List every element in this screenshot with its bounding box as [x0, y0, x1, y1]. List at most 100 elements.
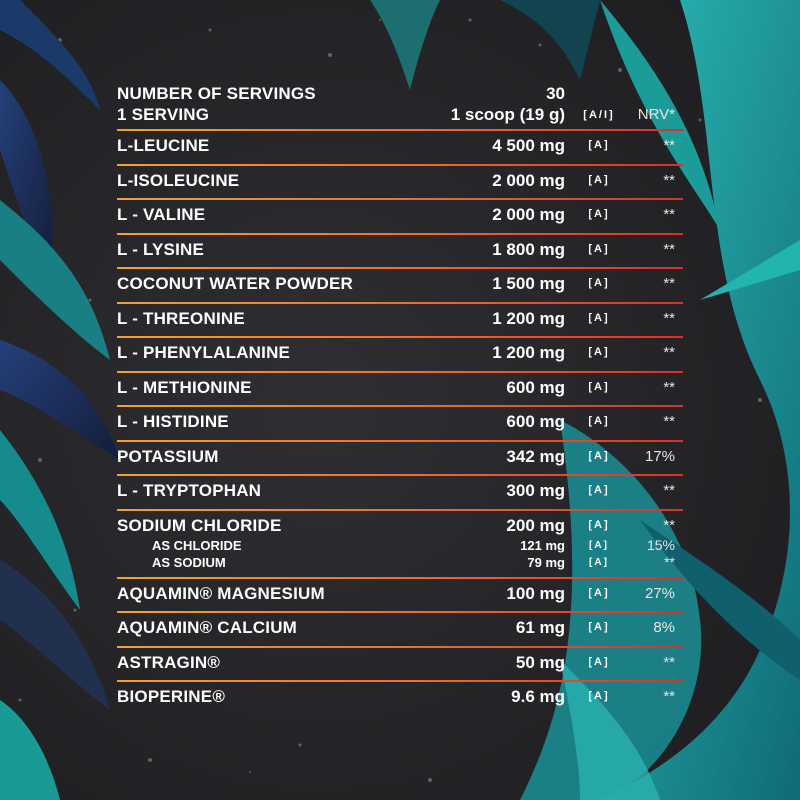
ingredient-nrv: **	[663, 653, 675, 671]
sub-ingredient-source: [A]	[589, 539, 609, 551]
ingredient-nrv: **	[663, 688, 675, 705]
ingredient-source: [A]	[588, 484, 610, 496]
ingredient-nrv: **	[663, 482, 675, 499]
ingredient-amount: 100 mg	[506, 583, 565, 603]
ingredient-nrv: **	[663, 413, 675, 430]
ingredient-source: [A]	[588, 139, 610, 151]
ingredient-name: AQUAMIN® MAGNESIUM	[117, 583, 325, 603]
table-row: L - LYSINE 1 800 mg [A] **	[117, 235, 683, 269]
ingredient-source: [A]	[588, 242, 610, 255]
row-separator	[117, 370, 683, 373]
ingredient-source: [A]	[588, 449, 610, 462]
sub-ingredient-amount: 79 mg	[527, 554, 565, 570]
ingredient-source: [A]	[588, 690, 610, 702]
ingredient-nrv: **	[663, 516, 675, 534]
ingredient-name: SODIUM CHLORIDE	[117, 515, 282, 535]
ingredient-name: AQUAMIN® CALCIUM	[117, 618, 298, 637]
ingredient-nrv: **	[663, 171, 675, 189]
sub-ingredient-source: [A]	[589, 556, 609, 568]
ingredient-name: POTASSIUM	[117, 446, 219, 466]
ingredient-name: L - METHIONINE	[117, 377, 252, 397]
ingredient-amount: 50 mg	[515, 652, 565, 672]
servings-value: 30	[546, 84, 565, 103]
table-row: SODIUM CHLORIDE 200 mg [A] ** AS CHLORID…	[117, 511, 683, 579]
ingredient-nrv: **	[663, 344, 675, 361]
ingredient-amount: 342 mg	[506, 446, 565, 466]
serving-size-value: 1 scoop (19 g)	[450, 105, 565, 124]
ingredient-amount: 9.6 mg	[511, 687, 565, 706]
sub-ingredient-name: AS SODIUM	[152, 554, 226, 570]
ingredient-source: [A]	[588, 518, 610, 531]
ingredient-source: [A]	[588, 346, 610, 358]
row-separator	[117, 439, 683, 442]
ingredient-source: [A]	[588, 415, 610, 427]
row-separator	[117, 232, 683, 235]
servings-label: NUMBER OF SERVINGS	[117, 84, 316, 103]
row-separator	[117, 474, 683, 476]
table-row: AQUAMIN® CALCIUM 61 mg [A] 8%	[117, 613, 683, 648]
ingredient-amount: 4 500 mg	[492, 136, 565, 155]
serving-size-label: 1 SERVING	[117, 105, 210, 124]
row-separator	[117, 198, 683, 200]
ingredient-amount: 2 000 mg	[492, 205, 565, 224]
row-separator	[117, 129, 683, 131]
ingredient-source: [A]	[588, 586, 610, 599]
row-separator	[117, 267, 683, 269]
row-separator	[117, 680, 683, 682]
ingredient-amount: 200 mg	[506, 515, 565, 535]
row-separator	[117, 405, 683, 407]
table-row: L - VALINE 2 000 mg [A] **	[117, 200, 683, 235]
ingredient-source: [A]	[588, 621, 610, 633]
table-row: POTASSIUM 342 mg [A] 17%	[117, 442, 683, 476]
ingredient-source: [A]	[588, 173, 610, 186]
row-separator	[117, 611, 683, 613]
nutrition-table: NUMBER OF SERVINGS 30 1 SERVING 1 scoop …	[117, 84, 683, 717]
ingredient-name: L - LYSINE	[117, 239, 205, 259]
source-column-header: [A/I]	[583, 109, 615, 121]
ingredient-name: L - VALINE	[117, 205, 206, 224]
table-header: NUMBER OF SERVINGS 30 1 SERVING 1 scoop …	[117, 84, 683, 131]
row-separator	[117, 336, 683, 338]
ingredient-nrv: 27%	[644, 584, 675, 602]
nrv-column-header: NRV*	[637, 106, 675, 123]
ingredient-amount: 1 500 mg	[492, 274, 565, 293]
ingredient-amount: 600 mg	[506, 412, 565, 431]
ingredient-amount: 300 mg	[506, 481, 565, 500]
ingredient-name: L - HISTIDINE	[117, 412, 229, 431]
sub-ingredient-nrv: 15%	[646, 536, 675, 553]
ingredient-amount: 61 mg	[515, 618, 565, 637]
ingredient-name: ASTRAGIN®	[117, 652, 221, 672]
ingredient-amount: 1 800 mg	[492, 239, 565, 259]
ingredient-name: COCONUT WATER POWDER	[117, 274, 354, 293]
ingredient-amount: 600 mg	[506, 377, 565, 397]
ingredient-amount: 1 200 mg	[492, 308, 565, 328]
row-separator	[117, 508, 683, 511]
ingredient-name: L-ISOLEUCINE	[117, 170, 240, 190]
table-row: BIOPERINE® 9.6 mg [A] **	[117, 682, 683, 717]
table-row: COCONUT WATER POWDER 1 500 mg [A] **	[117, 269, 683, 304]
ingredient-source: [A]	[588, 380, 610, 393]
ingredient-source: [A]	[588, 208, 610, 220]
ingredient-amount: 1 200 mg	[492, 343, 565, 362]
sub-ingredient-amount: 121 mg	[520, 537, 565, 553]
ingredient-source: [A]	[588, 311, 610, 324]
table-row: L - TRYPTOPHAN 300 mg [A] **	[117, 476, 683, 511]
ingredient-amount: 2 000 mg	[492, 170, 565, 190]
ingredient-name: L - TRYPTOPHAN	[117, 481, 262, 500]
table-row: L-LEUCINE 4 500 mg [A] **	[117, 131, 683, 166]
ingredient-nrv: **	[663, 275, 675, 292]
ingredient-name: L - PHENYLALANINE	[117, 343, 291, 362]
ingredient-name: BIOPERINE®	[117, 687, 226, 706]
row-separator	[117, 163, 683, 166]
sub-ingredient-name: AS CHLORIDE	[152, 537, 242, 553]
ingredient-nrv: **	[663, 137, 675, 154]
ingredient-source: [A]	[588, 277, 610, 289]
table-row: L - HISTIDINE 600 mg [A] **	[117, 407, 683, 442]
table-row: L-ISOLEUCINE 2 000 mg [A] **	[117, 166, 683, 200]
ingredient-nrv: **	[663, 309, 675, 327]
row-separator	[117, 576, 683, 579]
ingredient-nrv: **	[663, 378, 675, 396]
table-row: AQUAMIN® MAGNESIUM 100 mg [A] 27%	[117, 579, 683, 613]
ingredient-nrv: 17%	[644, 447, 675, 465]
ingredient-nrv: **	[663, 206, 675, 223]
